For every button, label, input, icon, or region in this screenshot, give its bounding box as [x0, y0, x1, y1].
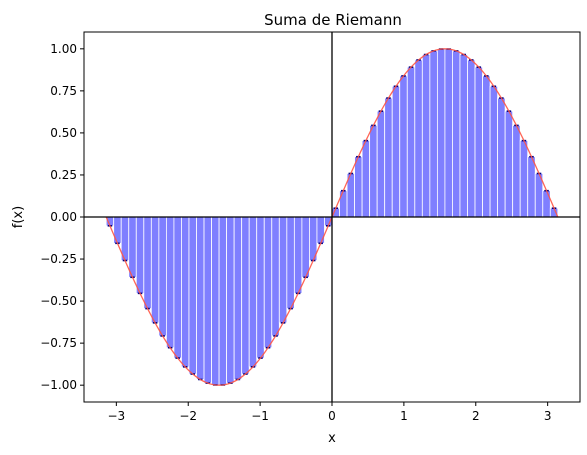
- riemann-bar: [429, 50, 438, 218]
- y-tick-label: −1.00: [40, 378, 77, 392]
- riemann-bar: [474, 66, 483, 218]
- riemann-bar: [113, 216, 122, 244]
- riemann-bar: [293, 216, 303, 294]
- x-tick-label: −2: [179, 409, 197, 423]
- y-tick-label: −0.25: [40, 252, 77, 266]
- riemann-bar: [211, 216, 220, 386]
- riemann-bar: [181, 216, 190, 368]
- y-axis-ticks: −1.00 −0.75 −0.50 −0.25 0.00 0.25 0.50 0.75 1.00: [40, 42, 84, 392]
- riemann-bar: [339, 190, 348, 218]
- riemann-bar: [316, 216, 325, 244]
- riemann-bar: [256, 216, 265, 359]
- riemann-bar: [286, 216, 295, 309]
- riemann-bar: [143, 216, 152, 309]
- riemann-bar: [497, 97, 506, 218]
- riemann-bar: [421, 54, 431, 218]
- riemann-bar: [128, 216, 137, 278]
- riemann-bar: [489, 85, 499, 218]
- riemann-bar: [519, 140, 529, 218]
- riemann-bar: [218, 216, 228, 386]
- riemann-bar: [452, 50, 461, 218]
- y-tick-label: 0.75: [50, 84, 77, 98]
- riemann-bar: [263, 216, 273, 349]
- riemann-bar: [399, 75, 408, 218]
- riemann-bar: [301, 216, 310, 278]
- riemann-bar: [150, 216, 160, 324]
- riemann-bar: [271, 216, 280, 337]
- riemann-bar: [165, 216, 175, 349]
- x-axis-label: x: [328, 431, 336, 446]
- y-tick-label: 0.25: [50, 168, 77, 182]
- riemann-bar: [527, 156, 536, 218]
- riemann-bar: [406, 66, 416, 218]
- riemann-bar: [188, 216, 197, 375]
- x-tick-label: 1: [400, 409, 408, 423]
- riemann-bar: [203, 216, 212, 384]
- riemann-bar: [233, 216, 243, 380]
- x-axis-ticks: −3 −2 −1 0 1 2 3: [107, 402, 551, 423]
- y-tick-label: 1.00: [50, 42, 77, 56]
- riemann-bar: [482, 75, 491, 218]
- riemann-bar: [467, 59, 476, 218]
- y-tick-label: 0.00: [50, 210, 77, 224]
- riemann-bar: [278, 216, 288, 324]
- riemann-bar: [241, 216, 250, 375]
- riemann-bar: [158, 216, 167, 337]
- chart-title: Suma de Riemann: [264, 11, 402, 29]
- x-tick-label: −3: [107, 409, 125, 423]
- riemann-bar: [384, 97, 393, 218]
- y-tick-label: 0.50: [50, 126, 77, 140]
- x-tick-label: −1: [251, 409, 269, 423]
- riemann-bar: [504, 110, 514, 218]
- x-tick-label: 2: [472, 409, 480, 423]
- riemann-bar: [248, 216, 258, 368]
- y-tick-label: −0.75: [40, 336, 77, 350]
- riemann-bar: [436, 48, 446, 218]
- riemann-bar: [226, 216, 235, 384]
- riemann-bar: [376, 110, 386, 218]
- riemann-bar: [135, 216, 145, 294]
- riemann-bar: [361, 140, 371, 218]
- riemann-bar: [196, 216, 205, 380]
- riemann-bar: [444, 48, 453, 218]
- riemann-bar: [542, 190, 551, 218]
- x-tick-label: 0: [328, 409, 336, 423]
- riemann-bar: [354, 156, 363, 218]
- riemann-bar: [369, 125, 378, 218]
- riemann-bar: [173, 216, 182, 359]
- riemann-bar: [459, 54, 468, 218]
- riemann-bar: [391, 85, 401, 218]
- x-tick-label: 3: [544, 409, 552, 423]
- y-tick-label: −0.50: [40, 294, 77, 308]
- y-axis-label: f(x): [11, 206, 26, 228]
- riemann-bar: [414, 59, 423, 218]
- riemann-bar: [512, 125, 521, 218]
